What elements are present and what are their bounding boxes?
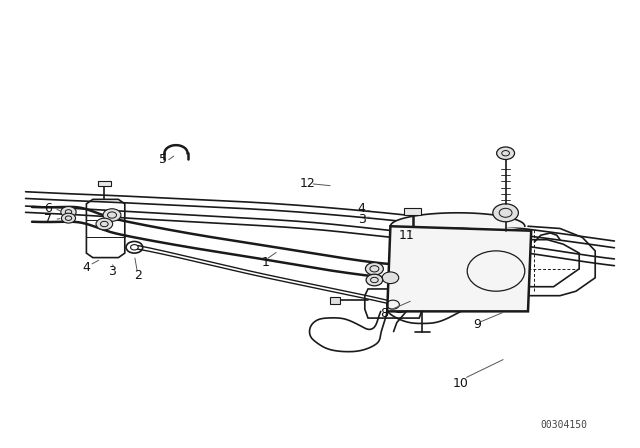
Circle shape (61, 207, 76, 217)
Text: 4: 4 (358, 202, 365, 215)
Text: 12: 12 (300, 177, 315, 190)
Polygon shape (330, 297, 340, 304)
Text: 6: 6 (44, 202, 52, 215)
Text: 3: 3 (108, 264, 116, 278)
Circle shape (366, 274, 383, 286)
Text: 2: 2 (134, 269, 141, 282)
Polygon shape (404, 208, 421, 215)
Text: 4: 4 (83, 261, 90, 274)
Text: 9: 9 (473, 318, 481, 332)
Text: 8: 8 (380, 307, 388, 320)
Circle shape (497, 147, 515, 159)
Text: 7: 7 (44, 213, 52, 226)
Circle shape (61, 213, 76, 223)
Polygon shape (98, 181, 111, 186)
Circle shape (382, 272, 399, 284)
Text: 10: 10 (453, 376, 468, 390)
Text: 11: 11 (399, 228, 414, 242)
Text: 5: 5 (159, 152, 167, 166)
Text: 1: 1 (262, 255, 269, 269)
Circle shape (493, 204, 518, 222)
Circle shape (103, 209, 121, 221)
Circle shape (365, 263, 383, 275)
Text: 00304150: 00304150 (541, 420, 588, 430)
Polygon shape (387, 226, 531, 311)
Circle shape (96, 218, 113, 230)
Text: 3: 3 (358, 213, 365, 226)
